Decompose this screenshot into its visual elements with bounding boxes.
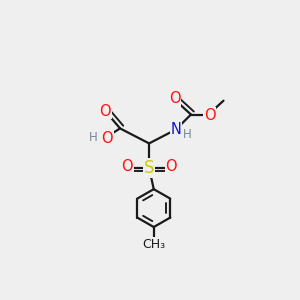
Text: O: O	[99, 103, 111, 118]
Text: O: O	[121, 159, 133, 174]
Text: O: O	[101, 131, 113, 146]
Text: O: O	[169, 91, 181, 106]
Text: O: O	[165, 159, 177, 174]
Text: H: H	[89, 131, 98, 144]
Text: O: O	[204, 108, 215, 123]
Text: S: S	[144, 159, 154, 177]
Text: N: N	[170, 122, 181, 137]
Text: CH₃: CH₃	[142, 238, 165, 251]
Text: H: H	[183, 128, 191, 141]
